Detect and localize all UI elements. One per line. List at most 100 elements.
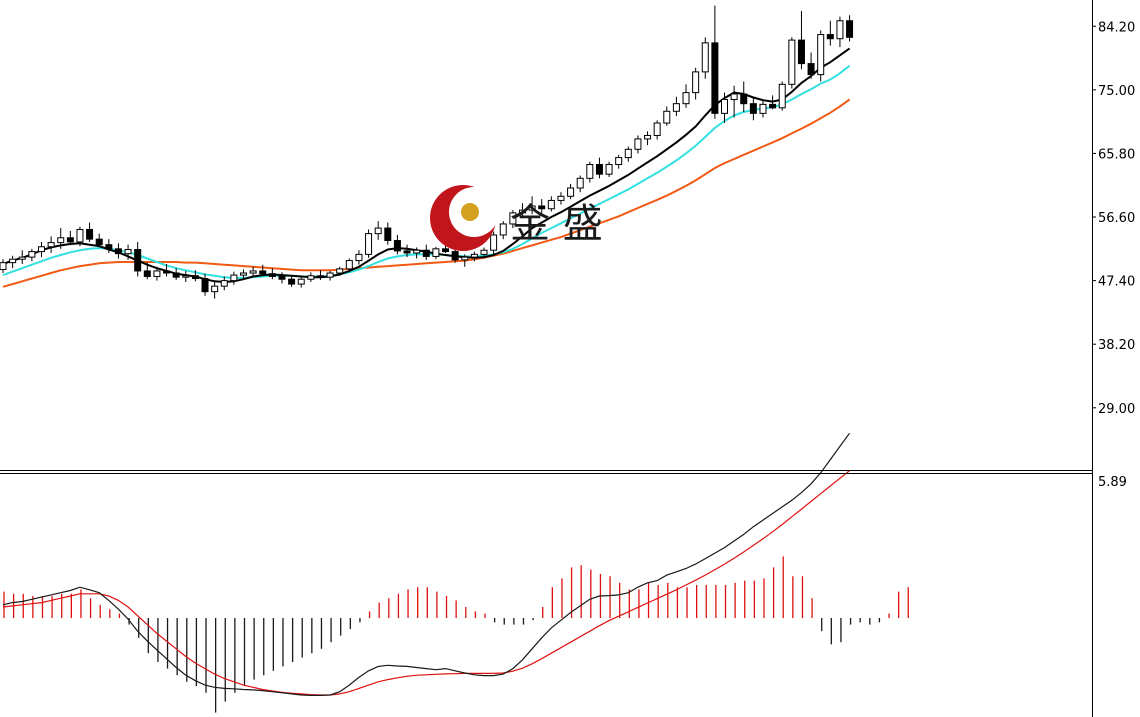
- ma-long-line: [2, 98, 851, 288]
- candle-body-up: [528, 205, 536, 211]
- candle-body-down: [268, 273, 276, 277]
- candle: [605, 161, 613, 177]
- candle-body-up: [788, 39, 796, 85]
- candle-body-up: [586, 164, 594, 179]
- candle: [538, 199, 546, 216]
- candle: [634, 135, 642, 154]
- candle-body-up: [759, 103, 767, 114]
- price-tick-label: 38.20: [1098, 338, 1135, 353]
- candle-body-up: [28, 251, 36, 258]
- candle: [355, 250, 363, 265]
- candle-body-down: [86, 228, 94, 240]
- candle: [749, 98, 757, 121]
- candle-body-down: [442, 248, 450, 253]
- candle-body-up: [211, 285, 219, 293]
- candle: [788, 37, 796, 89]
- candle: [374, 221, 382, 240]
- candle-body-up: [182, 275, 190, 278]
- price-tick-label: 56.60: [1098, 211, 1135, 226]
- candle-body-up: [124, 249, 132, 255]
- candle: [307, 272, 315, 282]
- price-panel: [0, 5, 854, 299]
- price-tick-label: 29.00: [1098, 402, 1135, 417]
- candle-body-down: [769, 103, 777, 109]
- candle: [9, 255, 17, 269]
- candle-body-up: [76, 228, 84, 243]
- candle: [557, 192, 565, 205]
- price-tick-label: 47.40: [1098, 275, 1135, 290]
- candle-body-up: [413, 249, 421, 254]
- watermark-logo-dot: [461, 203, 479, 221]
- candle: [836, 16, 844, 47]
- candle-body-up: [365, 233, 373, 255]
- candle-body-up: [153, 270, 161, 277]
- candle-body-up: [730, 93, 738, 101]
- candle-body-up: [470, 253, 478, 258]
- candle-body-up: [701, 42, 709, 73]
- candle-body-down: [807, 63, 815, 76]
- candle: [211, 282, 219, 299]
- candle-body-down: [740, 93, 748, 105]
- price-y-ticks: 84.20 75.00 65.80 56.60 47.40 38.20 29.00: [1092, 20, 1135, 417]
- candle-body-up: [480, 249, 488, 255]
- candle-body-down: [797, 39, 805, 65]
- candle-body-up: [230, 274, 238, 282]
- candle: [672, 96, 680, 117]
- candle-body-up: [499, 223, 507, 236]
- candle: [259, 264, 267, 276]
- candle-body-down: [134, 249, 142, 272]
- candle-body-down: [711, 42, 719, 114]
- candle: [817, 30, 825, 82]
- candle: [797, 11, 805, 70]
- candle: [297, 276, 305, 288]
- candle: [201, 273, 209, 296]
- candle: [682, 84, 690, 108]
- candle-body-up: [692, 71, 700, 94]
- candle: [595, 157, 603, 179]
- candle: [701, 37, 709, 79]
- candle-body-down: [826, 34, 834, 40]
- candle-body-up: [240, 272, 247, 276]
- candle-body-up: [0, 262, 7, 271]
- candle: [153, 266, 161, 281]
- candle: [422, 244, 430, 260]
- candle-body-up: [297, 278, 305, 285]
- candle: [509, 210, 517, 229]
- candle: [47, 236, 55, 253]
- candle-body-down: [749, 103, 757, 114]
- candle: [336, 266, 344, 276]
- candle-body-up: [249, 270, 257, 274]
- candle: [461, 254, 469, 267]
- candle: [740, 81, 748, 112]
- candle-body-up: [518, 209, 526, 214]
- macd-dif-line: [2, 432, 851, 696]
- candle-body-up: [326, 272, 334, 278]
- watermark-text: 金 盛: [510, 201, 603, 247]
- candle-body-up: [557, 195, 565, 201]
- candle: [490, 231, 498, 255]
- candle: [172, 268, 180, 280]
- candle: [480, 247, 488, 259]
- candle-body-up: [355, 253, 363, 262]
- candle-body-up: [817, 34, 825, 76]
- candle-body-down: [172, 272, 180, 278]
- candle: [288, 275, 296, 287]
- candle: [518, 203, 526, 219]
- candle-body-down: [384, 227, 392, 242]
- candle: [730, 85, 738, 118]
- candle-body-down: [163, 270, 171, 274]
- candle-body-up: [432, 248, 440, 257]
- candle: [230, 271, 238, 285]
- candle: [413, 247, 421, 259]
- candle-body-down: [201, 278, 209, 293]
- candle-body-down: [393, 240, 401, 252]
- candle: [615, 154, 623, 169]
- candle: [432, 246, 440, 260]
- candle-body-up: [576, 177, 584, 189]
- candle: [57, 228, 65, 249]
- candle-body-up: [345, 260, 353, 270]
- candle: [663, 106, 671, 126]
- candle: [105, 239, 113, 253]
- candle: [807, 52, 815, 79]
